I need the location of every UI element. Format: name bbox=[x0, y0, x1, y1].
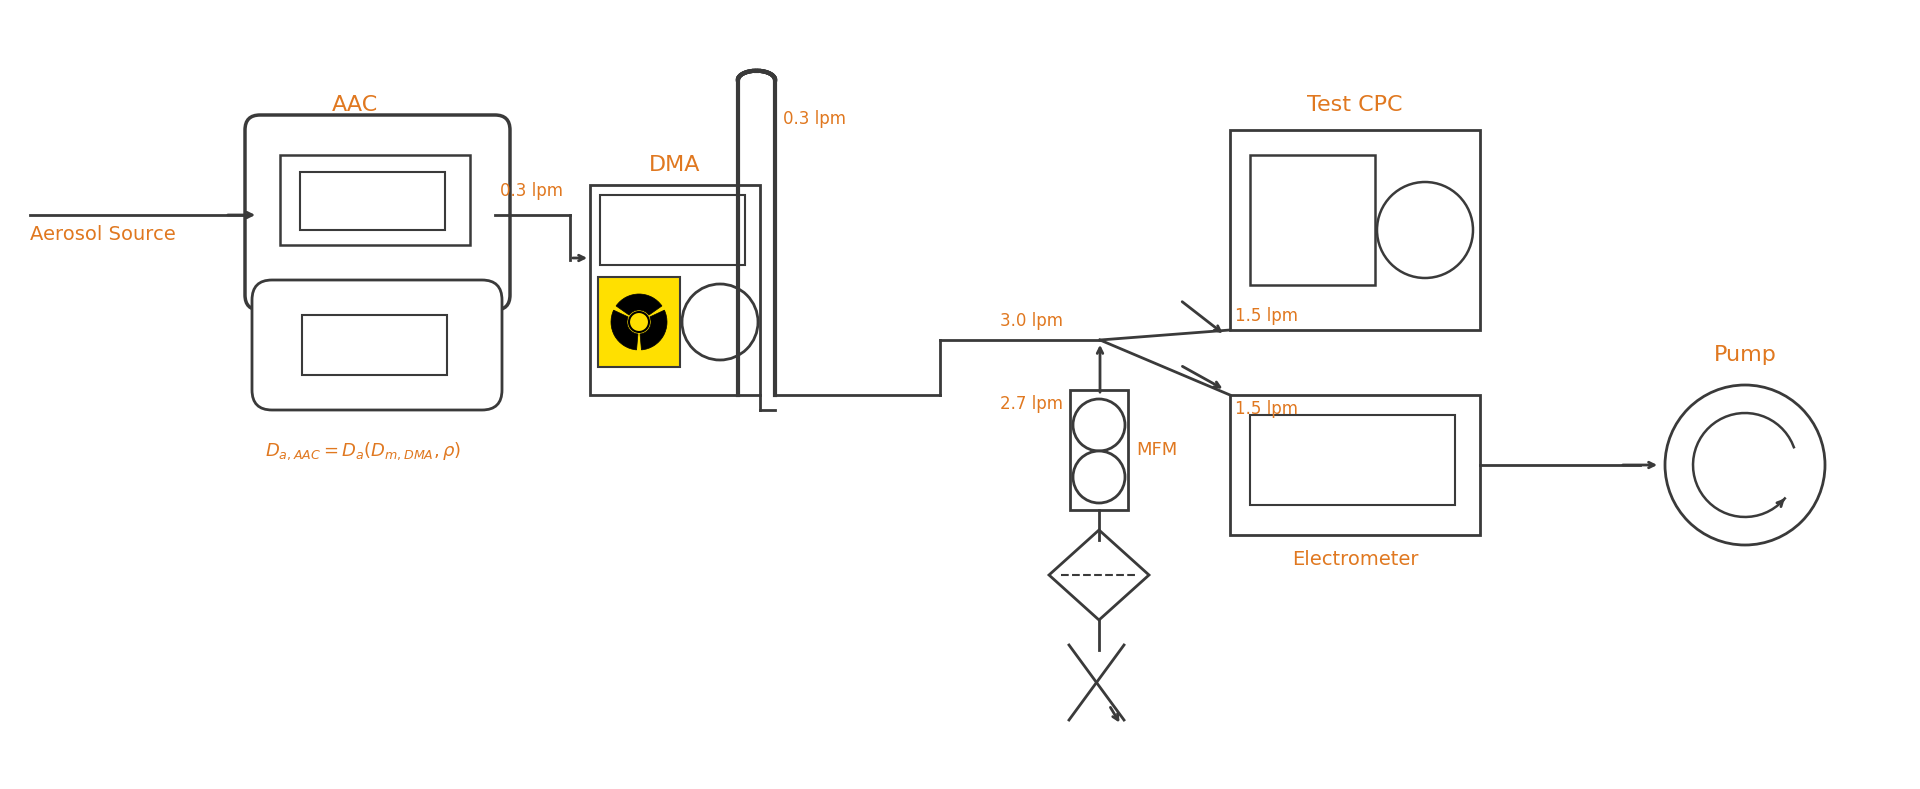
Text: 2.7 lpm: 2.7 lpm bbox=[1000, 395, 1064, 413]
FancyBboxPatch shape bbox=[252, 280, 501, 410]
Bar bbox=[1250, 155, 1375, 285]
Text: 1.5 lpm: 1.5 lpm bbox=[1235, 307, 1298, 325]
Bar bbox=[1231, 395, 1480, 535]
Wedge shape bbox=[639, 310, 666, 350]
Bar bbox=[1069, 390, 1129, 510]
Text: 0.3 lpm: 0.3 lpm bbox=[783, 110, 847, 128]
Text: AAC: AAC bbox=[332, 95, 378, 115]
Text: Electrometer: Electrometer bbox=[1292, 550, 1419, 569]
Bar bbox=[1231, 130, 1480, 330]
Circle shape bbox=[1073, 451, 1125, 503]
Bar bbox=[1250, 415, 1455, 505]
Circle shape bbox=[632, 315, 645, 329]
Text: Aerosol Source: Aerosol Source bbox=[31, 225, 177, 244]
Text: 3.0 lpm: 3.0 lpm bbox=[1000, 312, 1064, 330]
Wedge shape bbox=[616, 294, 662, 315]
Polygon shape bbox=[1048, 530, 1148, 620]
Text: Test CPC: Test CPC bbox=[1308, 95, 1404, 115]
Circle shape bbox=[1073, 399, 1125, 451]
Bar bbox=[589, 185, 760, 395]
Bar bbox=[301, 315, 447, 375]
Circle shape bbox=[682, 284, 758, 360]
Circle shape bbox=[1665, 385, 1826, 545]
FancyBboxPatch shape bbox=[246, 115, 511, 310]
Wedge shape bbox=[611, 310, 637, 350]
Bar bbox=[599, 195, 745, 265]
Text: DMA: DMA bbox=[649, 155, 701, 175]
Bar bbox=[300, 172, 445, 230]
Bar bbox=[280, 155, 470, 245]
Text: Pump: Pump bbox=[1713, 345, 1776, 365]
Bar bbox=[597, 277, 680, 367]
Circle shape bbox=[1377, 182, 1473, 278]
Text: 0.3 lpm: 0.3 lpm bbox=[499, 182, 563, 200]
Text: MFM: MFM bbox=[1137, 441, 1177, 459]
Text: 1.5 lpm: 1.5 lpm bbox=[1235, 400, 1298, 418]
Text: $D_{a,AAC} = D_a(D_{m,DMA}, \rho)$: $D_{a,AAC} = D_a(D_{m,DMA}, \rho)$ bbox=[265, 440, 461, 462]
